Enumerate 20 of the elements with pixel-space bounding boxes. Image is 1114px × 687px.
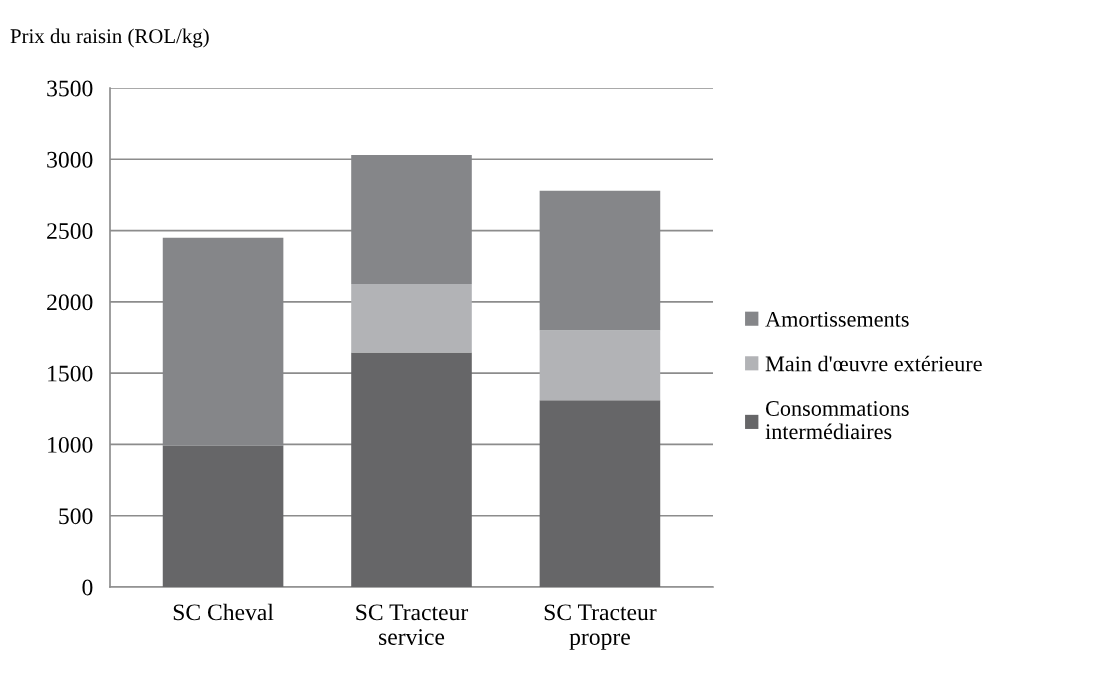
x-tick-label: SC Tracteur propre <box>544 604 657 650</box>
legend-label: Amortissements <box>765 311 909 327</box>
bar <box>351 284 472 353</box>
bar <box>162 445 284 587</box>
y-tick-label: 0 <box>82 579 93 596</box>
x-tick-label: SC Cheval <box>173 603 274 621</box>
legend-label: Consommations intermédiaires <box>765 401 909 440</box>
y-tick-label: 3500 <box>47 80 93 97</box>
legend-label: Main d'œuvre extérieure <box>765 355 982 372</box>
x-tick-label: SC Tracteur service <box>356 604 469 645</box>
y-tick-label: 1500 <box>48 365 93 382</box>
y-tick-label: 3000 <box>47 151 93 168</box>
y-tick-label: 500 <box>59 508 93 525</box>
y-tick-label: 2000 <box>47 294 93 311</box>
bar <box>539 330 661 401</box>
y-axis-title: Prix du raisin (ROL/kg) <box>10 28 209 48</box>
bar <box>351 352 472 587</box>
bar <box>539 400 661 587</box>
y-tick-label: 1000 <box>48 436 93 453</box>
y-tick-label: 2500 <box>47 223 93 239</box>
